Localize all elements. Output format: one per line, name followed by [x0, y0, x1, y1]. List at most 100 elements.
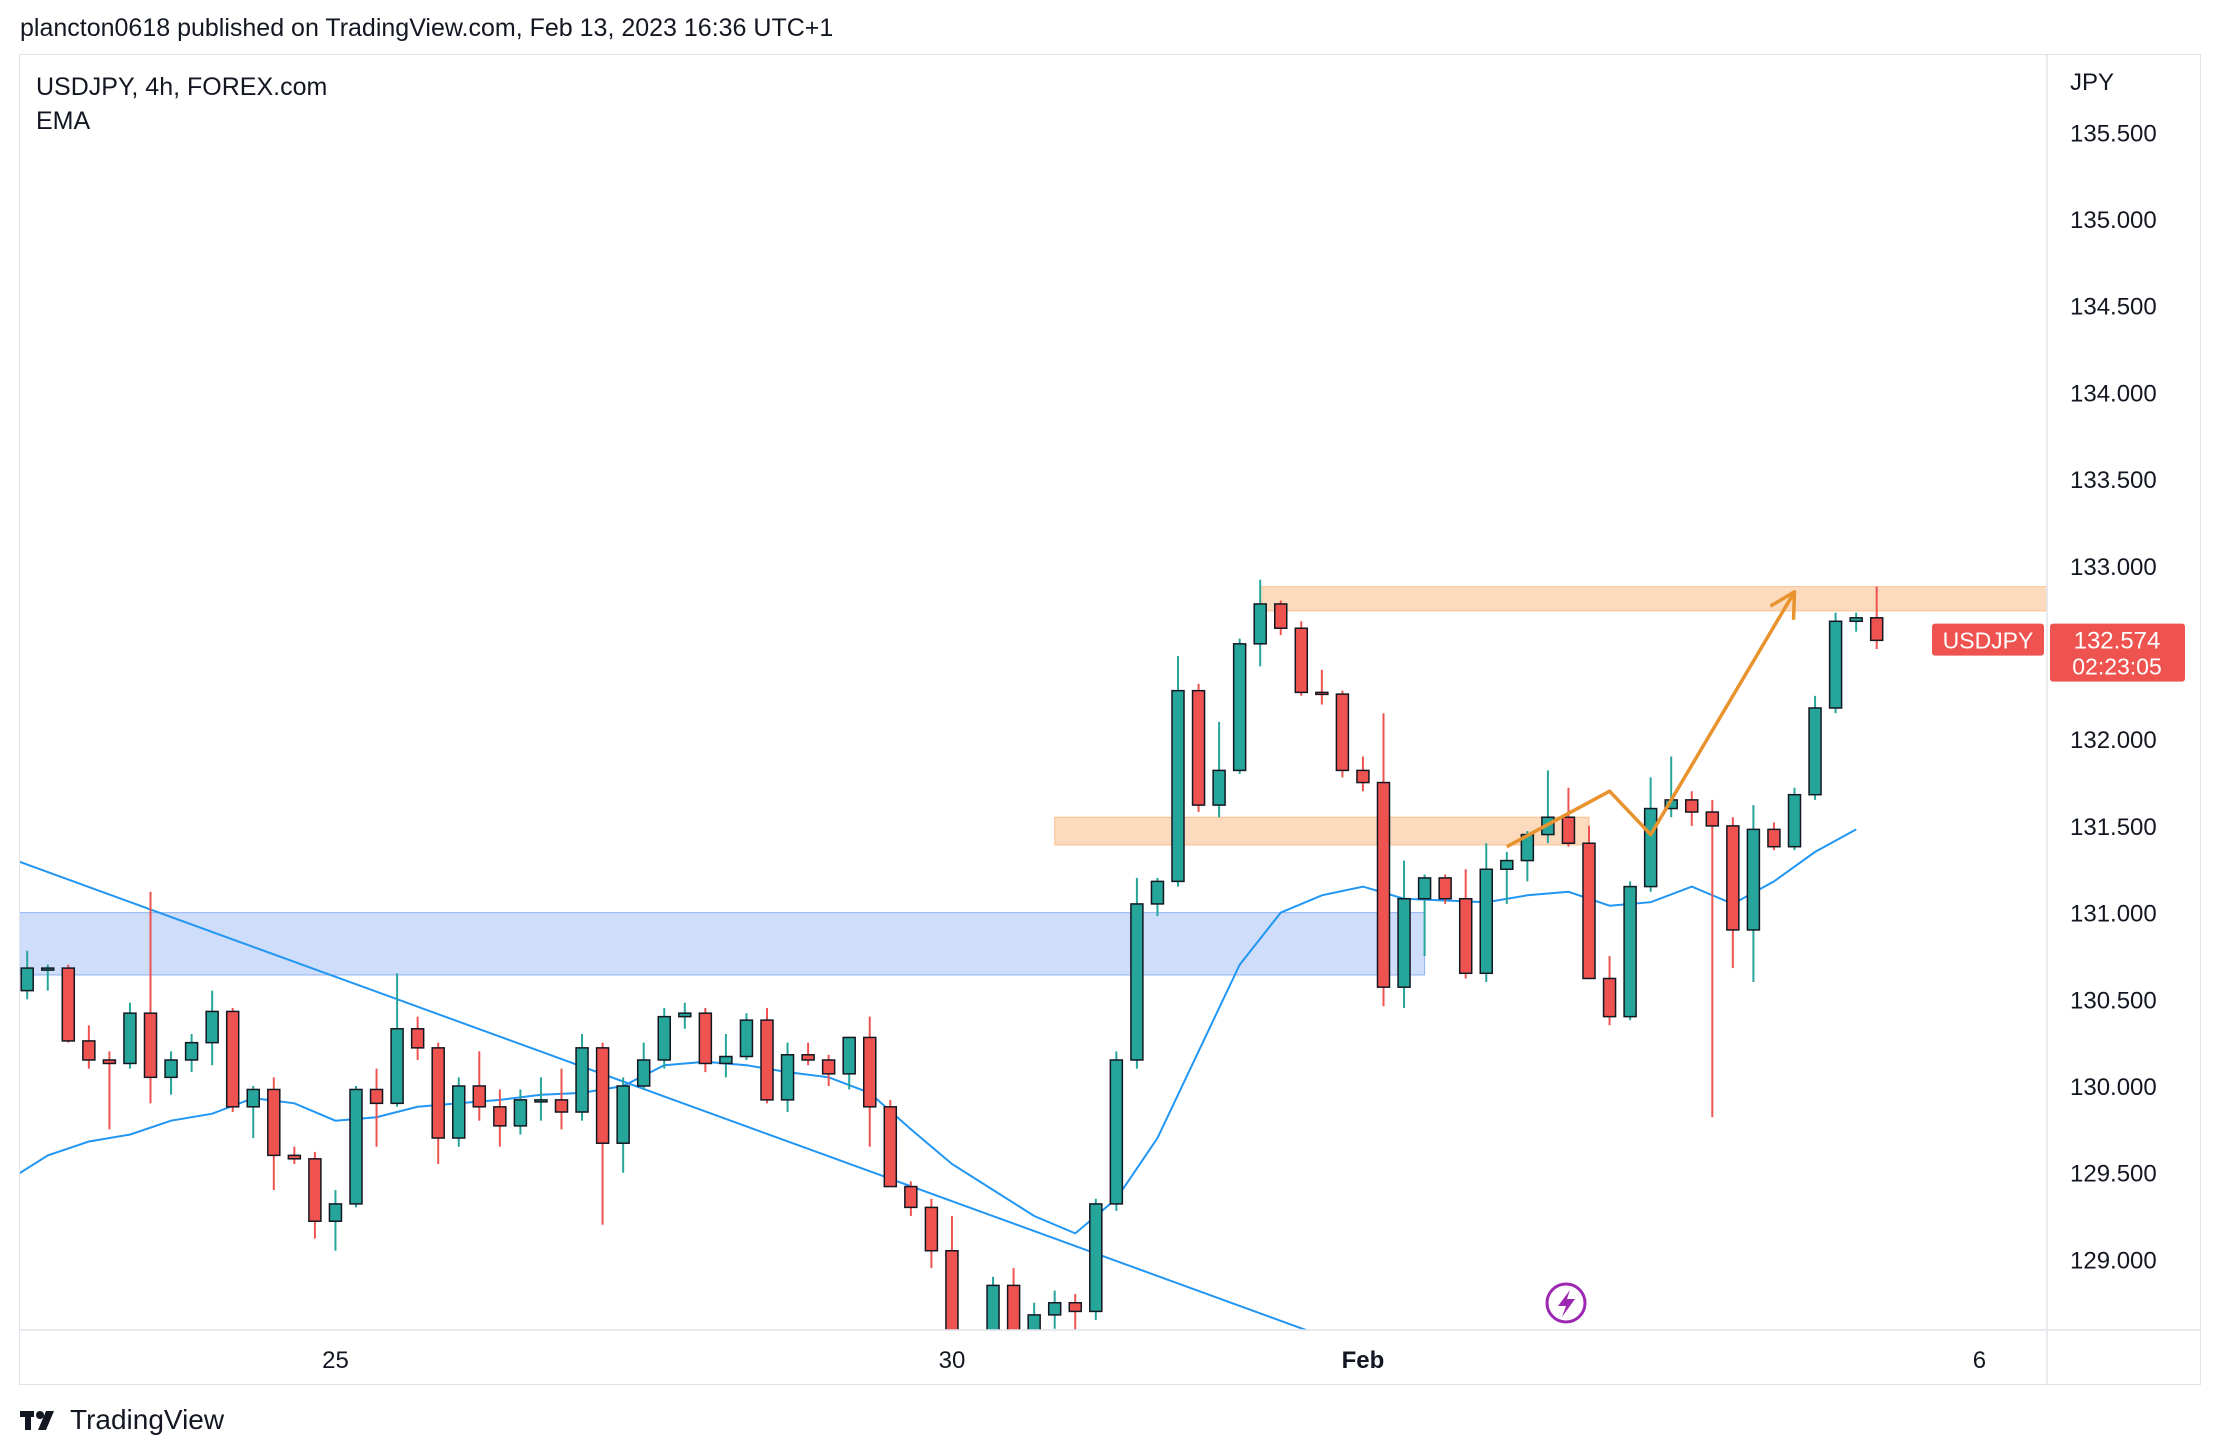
candle-84[interactable]: [1746, 805, 1761, 982]
candle-71[interactable]: [1479, 843, 1493, 982]
candle-55[interactable]: [1150, 877, 1165, 917]
candle-19[interactable]: [410, 1016, 425, 1060]
candle-21[interactable]: [452, 1077, 466, 1147]
candle-26[interactable]: [554, 1068, 569, 1130]
symbol-price-tag[interactable]: USDJPY: [1932, 623, 2044, 656]
candle-46[interactable]: [967, 1337, 979, 1375]
candle-11[interactable]: [246, 1086, 260, 1139]
candle-5[interactable]: [123, 1002, 137, 1069]
candle-12[interactable]: [267, 1077, 281, 1191]
candle-28[interactable]: [595, 1042, 610, 1225]
candle-32[interactable]: [678, 1002, 692, 1029]
candle-40[interactable]: [842, 1036, 856, 1090]
symbol-line[interactable]: USDJPY, 4h, FOREX.com: [36, 73, 328, 101]
trend-line[interactable]: [7, 857, 1384, 1358]
candle-24[interactable]: [513, 1089, 528, 1135]
candle-43[interactable]: [904, 1181, 918, 1217]
candle-53[interactable]: [1109, 1051, 1124, 1211]
candle-52[interactable]: [1089, 1198, 1103, 1321]
candle-33[interactable]: [698, 1007, 713, 1073]
candle-29[interactable]: [616, 1077, 630, 1173]
candle-90[interactable]: [1869, 586, 1884, 650]
candle-65[interactable]: [1356, 756, 1370, 792]
candle-22[interactable]: [472, 1051, 487, 1121]
candle-30[interactable]: [636, 1042, 651, 1090]
candle-67[interactable]: [1397, 860, 1411, 1008]
zone-orange-1[interactable]: [1054, 816, 1590, 846]
candle-2[interactable]: [61, 964, 76, 1043]
candle-78[interactable]: [1623, 881, 1637, 1021]
candle-86[interactable]: [1787, 787, 1802, 851]
candle-7[interactable]: [164, 1051, 178, 1095]
candle-50[interactable]: [1047, 1290, 1062, 1329]
candle-83[interactable]: [1726, 817, 1740, 969]
candle-60[interactable]: [1253, 579, 1267, 667]
candle-64[interactable]: [1335, 690, 1350, 778]
candle-20[interactable]: [431, 1042, 445, 1165]
candle-76[interactable]: [1582, 825, 1596, 980]
candle-72[interactable]: [1500, 851, 1514, 904]
candle-4[interactable]: [102, 1051, 117, 1130]
candle-17[interactable]: [369, 1068, 384, 1147]
zone-orange-0[interactable]: [1259, 586, 2216, 612]
candle-37[interactable]: [780, 1042, 795, 1113]
lightning-icon[interactable]: [1545, 1282, 1587, 1324]
candle-3[interactable]: [82, 1025, 96, 1069]
projection-path[interactable]: [1505, 590, 1797, 849]
candle-61[interactable]: [1274, 600, 1288, 636]
candle-69[interactable]: [1438, 874, 1452, 904]
candle-70[interactable]: [1458, 869, 1473, 979]
time-axis[interactable]: 2530Feb68131520: [20, 1329, 2216, 1374]
candle-42[interactable]: [883, 1099, 898, 1188]
candle-49[interactable]: [1027, 1302, 1041, 1350]
tradingview-logo[interactable]: TradingView: [20, 1404, 224, 1436]
candle-16[interactable]: [349, 1086, 363, 1208]
candle-36[interactable]: [760, 1007, 774, 1104]
candle-39[interactable]: [821, 1054, 836, 1086]
candle-0[interactable]: [20, 950, 34, 1000]
candle-45[interactable]: [945, 1216, 959, 1381]
candle-87[interactable]: [1808, 695, 1822, 800]
zone-blue-2[interactable]: [7, 912, 1426, 976]
candle-82[interactable]: [1705, 799, 1720, 1118]
candle-25[interactable]: [534, 1077, 548, 1121]
candle-66[interactable]: [1376, 713, 1391, 1007]
plot-area[interactable]: [7, 579, 2216, 1381]
candle-81[interactable]: [1685, 791, 1699, 826]
candle-77[interactable]: [1602, 955, 1617, 1026]
candle-51[interactable]: [1068, 1294, 1082, 1332]
candle-47[interactable]: [986, 1276, 1000, 1372]
candle-27[interactable]: [575, 1033, 589, 1121]
candle-58[interactable]: [1212, 721, 1226, 818]
candle-59[interactable]: [1232, 638, 1247, 774]
candle-14[interactable]: [308, 1151, 322, 1239]
candle-6[interactable]: [143, 891, 158, 1104]
candle-44[interactable]: [924, 1198, 939, 1269]
candle-10[interactable]: [225, 1007, 240, 1113]
candle-38[interactable]: [801, 1042, 815, 1066]
candle-9[interactable]: [205, 990, 219, 1066]
price-axis[interactable]: JPY 135.500 135.000 134.500 134.000 133.500 13…: [2046, 55, 2157, 1384]
candle-68[interactable]: [1417, 874, 1432, 956]
candle-88[interactable]: [1828, 612, 1843, 714]
candle-34[interactable]: [719, 1033, 733, 1078]
indicator-label[interactable]: EMA: [36, 107, 91, 135]
candle-13[interactable]: [287, 1146, 302, 1165]
candle-31[interactable]: [657, 1007, 671, 1069]
candle-48[interactable]: [1006, 1268, 1021, 1346]
candle-89[interactable]: [1849, 612, 1863, 632]
candle-1[interactable]: [41, 964, 55, 991]
candle-8[interactable]: [184, 1033, 199, 1073]
candle-56[interactable]: [1171, 655, 1185, 887]
candle-54[interactable]: [1130, 877, 1144, 1069]
candle-85[interactable]: [1767, 822, 1781, 851]
candle-63[interactable]: [1315, 669, 1329, 705]
candle-62[interactable]: [1294, 621, 1309, 696]
candle-57[interactable]: [1191, 683, 1206, 813]
candle-75[interactable]: [1561, 787, 1576, 847]
ema-line[interactable]: [7, 828, 1857, 1235]
candle-18[interactable]: [390, 973, 404, 1107]
candle-35[interactable]: [739, 1013, 754, 1060]
